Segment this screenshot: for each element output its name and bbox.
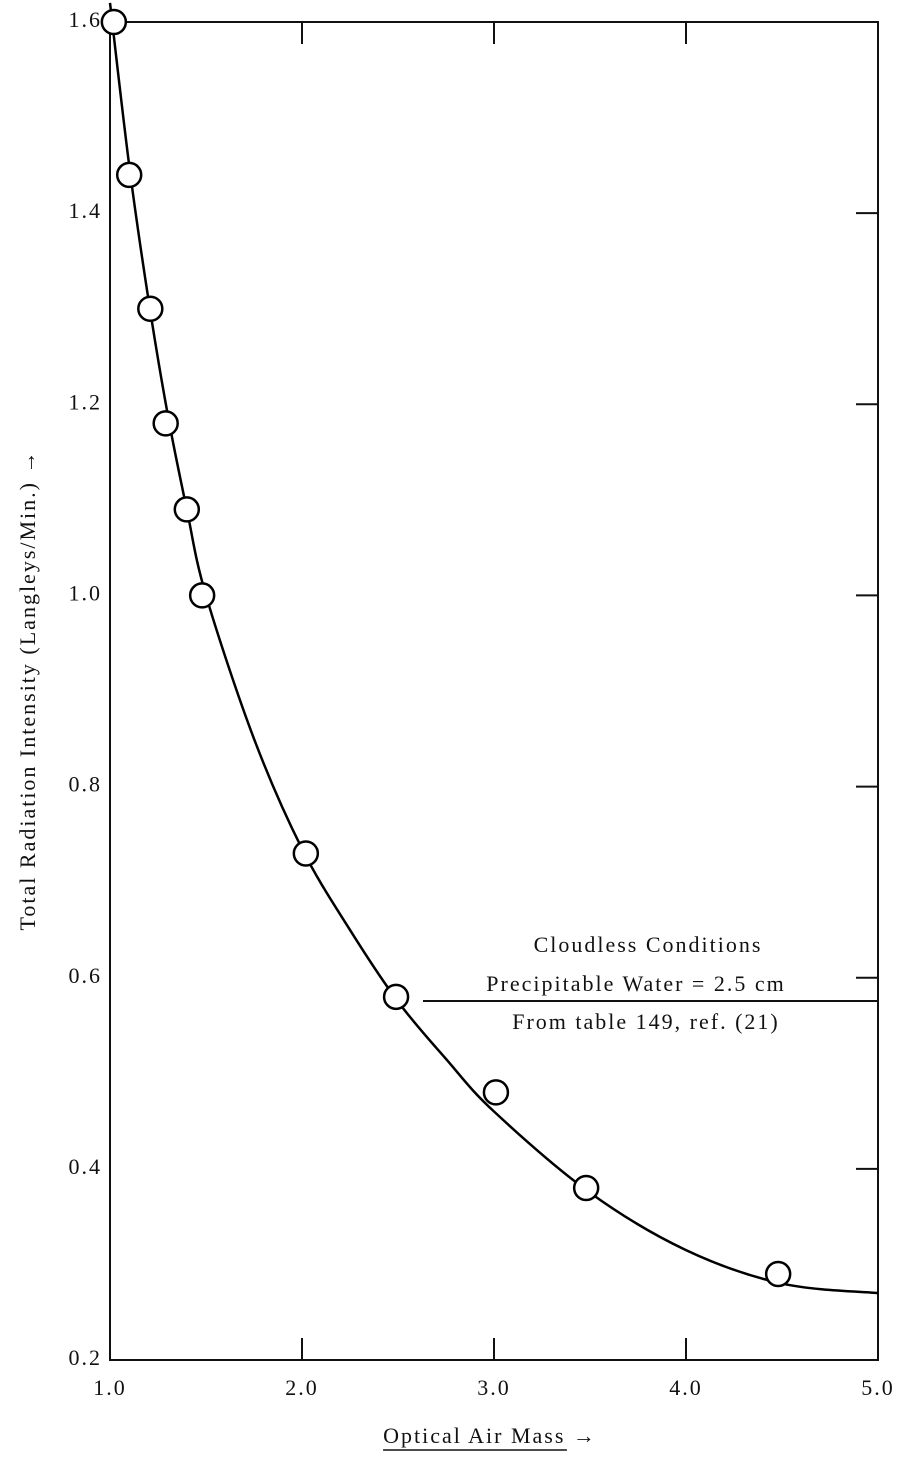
plot-frame bbox=[109, 21, 879, 1361]
y-tick-label: 0.6 bbox=[69, 963, 103, 988]
y-tick-label: 0.4 bbox=[69, 1154, 103, 1179]
y-tick-label: 0.8 bbox=[69, 772, 103, 797]
annotation: Cloudless Conditions bbox=[534, 932, 763, 957]
data-point bbox=[100, 8, 128, 36]
data-point bbox=[137, 295, 164, 322]
x-tick-label: 4.0 bbox=[669, 1375, 703, 1400]
y-tick-label: 0.2 bbox=[69, 1345, 103, 1370]
data-point bbox=[482, 1079, 510, 1106]
y-axis-label: Total Radiation Intensity (Langleys/Min.… bbox=[15, 449, 40, 930]
y-tick-label: 1.0 bbox=[69, 580, 103, 605]
x-tick-label: 3.0 bbox=[477, 1375, 511, 1400]
data-point bbox=[173, 496, 201, 523]
data-point bbox=[115, 161, 143, 189]
x-axis-label: Optical Air Mass → bbox=[383, 1423, 597, 1448]
data-point bbox=[382, 983, 410, 1011]
x-tick-label: 5.0 bbox=[861, 1375, 895, 1400]
data-point bbox=[764, 1260, 792, 1288]
annotation: From table 149, ref. (21) bbox=[512, 1009, 780, 1034]
data-point bbox=[292, 840, 320, 867]
x-tick-label: 2.0 bbox=[285, 1375, 319, 1400]
x-tick-label: 1.0 bbox=[93, 1375, 127, 1400]
y-tick-label: 1.4 bbox=[69, 198, 103, 223]
data-point bbox=[188, 582, 216, 609]
y-tick-label: 1.2 bbox=[69, 389, 103, 414]
annotation: Precipitable Water = 2.5 cm bbox=[486, 971, 785, 996]
y-tick-label: 1.6 bbox=[69, 7, 103, 32]
data-point bbox=[152, 410, 179, 437]
data-point bbox=[572, 1174, 600, 1202]
